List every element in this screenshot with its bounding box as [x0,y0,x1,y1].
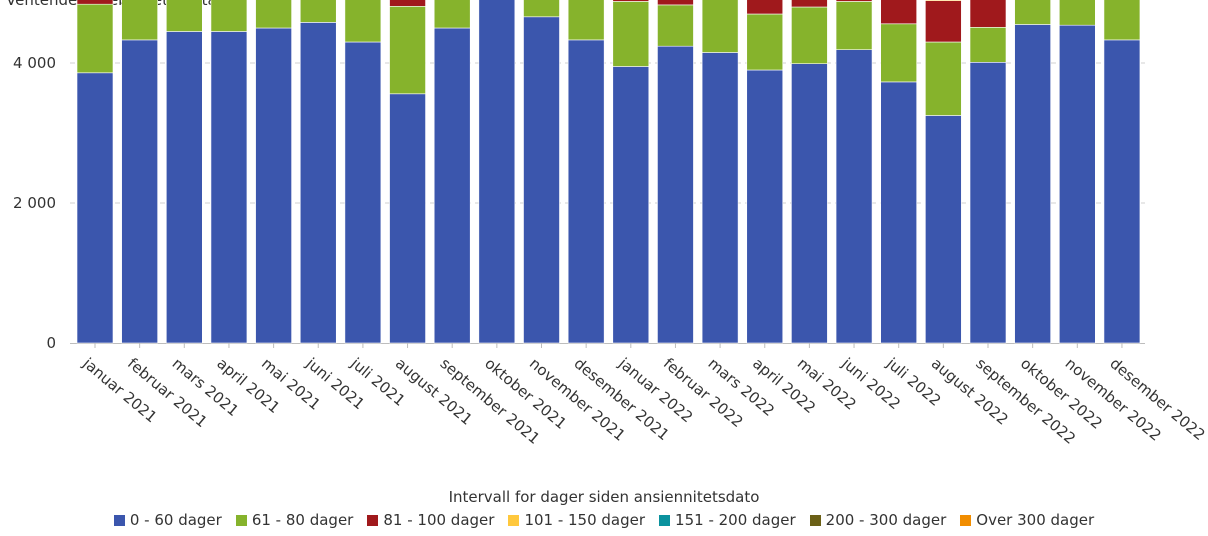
bar-segment [925,0,962,43]
bar-segment [791,6,828,65]
legend-label: Over 300 dager [976,511,1095,529]
bar-segment [76,3,114,74]
bar-segment [880,23,918,83]
bar-segment [880,0,918,25]
bar-segment [299,22,337,344]
legend-swatch [235,514,247,526]
bar-segment [389,5,426,95]
bar-segment [210,0,248,32]
bar-segment [166,31,203,344]
bar-segment [1103,0,1141,41]
bar-segment [746,13,784,71]
bar-segment [612,66,650,344]
bar-segment [433,27,471,344]
bar-segment [1059,24,1096,344]
bar-segment [969,0,1007,28]
bar-segment [344,0,382,43]
bar-segment [791,63,828,344]
bar-segment [925,0,962,2]
legend-item: 200 - 300 dager [809,511,947,529]
bar-segment [210,31,248,344]
legend-swatch [960,514,972,526]
legend-item: 61 - 80 dager [235,511,354,529]
bar-segment [567,39,605,344]
legend-title: Intervall for dager siden ansiennitetsda… [448,488,760,506]
bar-segment [433,0,471,29]
bar-segment [523,16,560,344]
bar-segment [567,0,605,41]
legend-swatch [113,514,125,526]
legend: 0 - 60 dager 61 - 80 dager 81 - 100 dager 1… [0,511,1208,529]
bar-segment [701,0,739,53]
bar-segment [255,27,292,344]
bar-segment [1014,0,1051,25]
bar-segment [701,52,739,344]
bar-segment [612,0,650,2]
bar-segment [791,0,828,8]
bar-segment [835,0,873,2]
bar-segment [76,72,114,344]
legend-item: 81 - 100 dager [367,511,494,529]
bar-segment [612,1,650,67]
legend-label: 200 - 300 dager [825,511,947,529]
legend-swatch [809,514,821,526]
legend-swatch [367,514,379,526]
legend-swatch [508,514,520,526]
legend-label: 61 - 80 dager [251,511,354,529]
y-tick-label: 4 000 [13,54,56,72]
bar-segment [880,81,918,344]
legend-label: 151 - 200 dager [675,511,796,529]
legend-label: 101 - 150 dager [524,511,646,529]
y-tick-label: 2 000 [13,194,56,212]
bar-segment [344,41,382,344]
bar-segment [389,0,426,7]
legend-item: Over 300 dager [960,511,1094,529]
bar-segment [835,1,873,50]
bar-segment [121,0,158,41]
bar-segment [746,0,784,15]
bar-segment [389,93,426,344]
bar-segment [121,39,158,344]
bar-segment [1103,39,1141,344]
bar-segment [969,26,1007,63]
bar-segment [523,0,560,18]
legend-label: 0 - 60 dager [129,511,222,529]
bar-segment [76,0,114,5]
bar-segment [299,0,337,23]
legend-item: 101 - 150 dager [508,511,645,529]
legend-item: 0 - 60 dager [113,511,222,529]
bar-segment [969,61,1007,344]
bar-segment [166,0,203,32]
bar-segment [925,41,962,116]
legend-swatch [659,514,671,526]
bar-segment [255,0,292,29]
bar-segment [657,45,694,344]
bar-segment [657,0,694,6]
bar-segment [657,4,694,47]
legend-item: 151 - 200 dager [659,511,796,529]
bar-segment [1014,24,1051,344]
y-tick-label: 0 [46,334,56,352]
chart-title: Ventende i øyeblikket - antall [6,0,226,9]
legend-label: 81 - 100 dager [383,511,495,529]
bar-segment [478,0,516,344]
bar-segment [746,69,784,344]
bar-segment [835,49,873,344]
bar-segment [1059,0,1096,26]
bar-segment [925,115,962,344]
